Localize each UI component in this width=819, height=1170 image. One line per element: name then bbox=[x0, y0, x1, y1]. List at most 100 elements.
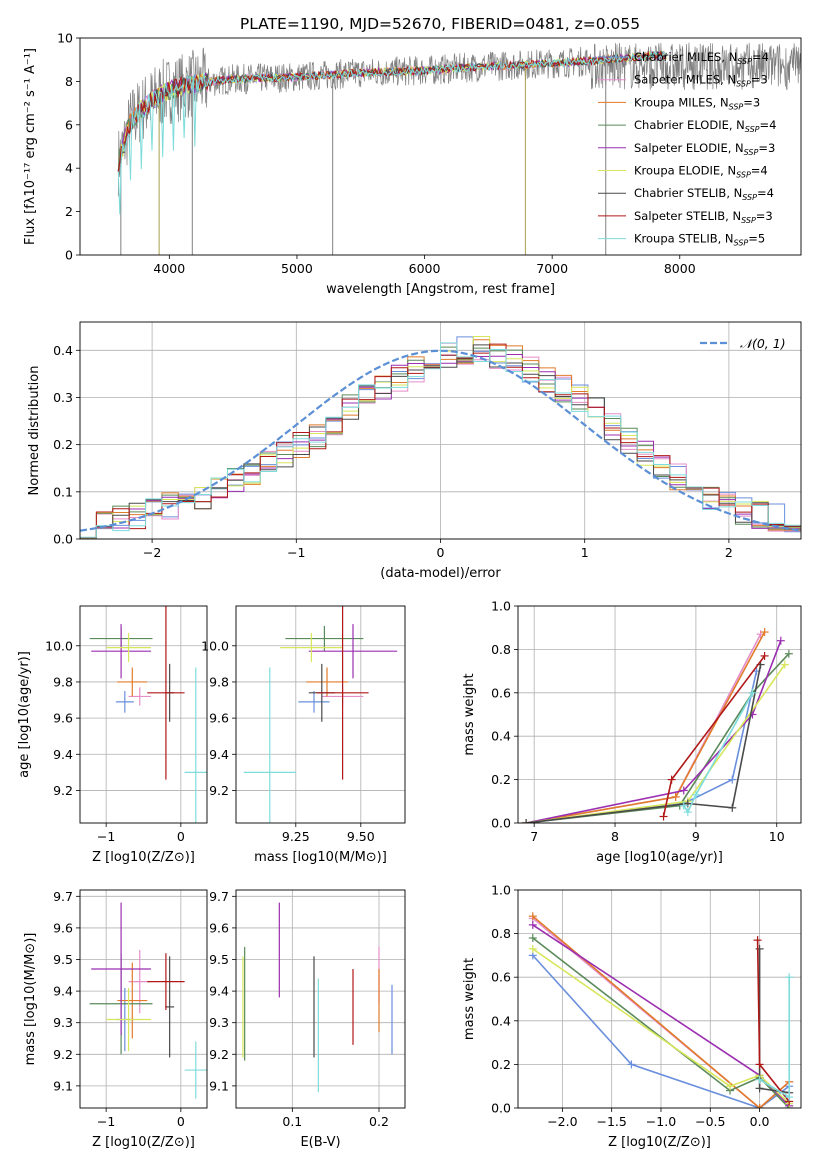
y-tick-label: 0.4 bbox=[53, 343, 73, 358]
panel-age-vs-Z: −1 0 9.2 9.4 9.6 9.8 10.0 Z [log10(Z/Z⊙)] age [l… bbox=[17, 605, 208, 865]
series-marker bbox=[755, 1104, 764, 1108]
legend-entry: Kroupa STELIB, NSSP=5 bbox=[634, 232, 765, 248]
series-marker bbox=[748, 688, 757, 697]
legend-entry: 𝒩(0, 1) bbox=[740, 336, 786, 351]
x-tick-label: 9.25 bbox=[282, 829, 310, 844]
series-line bbox=[532, 954, 790, 1108]
grid bbox=[236, 606, 405, 823]
series-line bbox=[532, 948, 790, 1105]
errorbar-point bbox=[243, 667, 296, 823]
y-tick-label: 0.8 bbox=[491, 642, 511, 657]
plot-area bbox=[522, 628, 793, 823]
series-line bbox=[683, 692, 754, 814]
series-marker bbox=[784, 649, 793, 658]
y-tick-label: 9.2 bbox=[53, 783, 73, 798]
grid bbox=[80, 606, 207, 823]
y-tick-label: 0.3 bbox=[53, 390, 73, 405]
y-axis-label: Normed distribution bbox=[27, 366, 42, 496]
series-marker bbox=[785, 973, 794, 982]
x-tick-label: 4000 bbox=[153, 261, 185, 276]
x-tick-label: −2 bbox=[143, 545, 161, 560]
legend: Chabrier MILES, NSSP=4 Salpeter MILES, NS… bbox=[598, 50, 776, 248]
x-tick-label: 0.2 bbox=[369, 1114, 389, 1129]
series-line bbox=[526, 664, 762, 823]
y-tick-label: 2 bbox=[65, 204, 73, 219]
panel-residuals: −2 −1 0 1 2 0.0 0.1 0.2 0.3 0.4 (data-model)/error… bbox=[27, 321, 802, 581]
series-marker bbox=[760, 628, 769, 637]
axes-frame bbox=[235, 889, 406, 1109]
y-tick-label: 0.6 bbox=[491, 970, 511, 985]
errorbar-point bbox=[117, 667, 148, 697]
series-marker bbox=[522, 819, 531, 823]
x-tick-label: 2 bbox=[725, 545, 733, 560]
errorbar-point bbox=[165, 956, 175, 1058]
errorbar-point bbox=[306, 667, 348, 697]
series-marker bbox=[728, 775, 737, 784]
x-axis-label: wavelength [Angstrom, rest frame] bbox=[326, 282, 555, 297]
y-tick-label: 9.1 bbox=[209, 1078, 229, 1093]
errorbar-point bbox=[316, 606, 369, 780]
series-marker bbox=[528, 933, 537, 942]
y-tick-label: 0.8 bbox=[491, 926, 511, 941]
series-marker bbox=[528, 920, 537, 929]
series-marker bbox=[755, 1084, 764, 1093]
errorbar-point bbox=[106, 633, 151, 663]
errorbar-point bbox=[115, 690, 134, 713]
y-tick-label: 1.0 bbox=[491, 599, 511, 614]
y-tick-label: 0.4 bbox=[491, 729, 511, 744]
errorbar-point bbox=[147, 606, 185, 780]
series-marker bbox=[755, 944, 764, 953]
x-tick-label: 8000 bbox=[664, 261, 696, 276]
axes-frame bbox=[235, 605, 406, 824]
y-axis-label: Flux [fλ10⁻¹⁷ erg cm⁻² s⁻¹ A⁻¹] bbox=[23, 48, 38, 245]
legend-entry: Salpeter MILES, NSSP=3 bbox=[634, 73, 768, 89]
y-tick-label: 0.6 bbox=[491, 685, 511, 700]
x-tick-label: 10 bbox=[769, 829, 785, 844]
series-marker bbox=[528, 944, 537, 953]
x-tick-label: −1.5 bbox=[596, 1114, 626, 1129]
y-tick-label: 9.7 bbox=[209, 889, 229, 904]
y-tick-label: 9.6 bbox=[53, 711, 73, 726]
x-tick-label: −2.0 bbox=[547, 1114, 577, 1129]
y-axis-label: mass [log10(M/M⊙)] bbox=[23, 933, 38, 1066]
normal-curve bbox=[80, 349, 801, 532]
x-tick-label: 8 bbox=[611, 829, 619, 844]
series-marker bbox=[728, 803, 737, 812]
y-tick-label: 9.1 bbox=[53, 1078, 73, 1093]
series-marker bbox=[726, 1082, 735, 1091]
x-tick-label: 9 bbox=[692, 829, 700, 844]
x-tick-label: 6000 bbox=[409, 261, 441, 276]
series-marker bbox=[755, 1075, 764, 1084]
y-tick-label: 9.4 bbox=[53, 747, 73, 762]
y-tick-label: 0 bbox=[65, 248, 73, 263]
series-marker bbox=[785, 1093, 794, 1102]
plot-area bbox=[528, 912, 794, 1108]
y-tick-label: 9.6 bbox=[209, 920, 229, 935]
errorbar-point bbox=[184, 667, 207, 823]
series-marker bbox=[683, 808, 692, 817]
series-marker bbox=[679, 786, 688, 795]
y-tick-label: 9.6 bbox=[209, 711, 229, 726]
series-marker bbox=[659, 812, 668, 821]
errorbar-point bbox=[91, 624, 151, 679]
plot-area bbox=[242, 902, 393, 1093]
series-line bbox=[525, 640, 782, 823]
x-axis-label: E(B-V) bbox=[300, 1135, 340, 1150]
y-tick-label: 10 bbox=[57, 31, 73, 46]
y-tick-label: 9.8 bbox=[53, 674, 73, 689]
series-marker bbox=[780, 660, 789, 669]
legend-entry: Salpeter ELODIE, NSSP=3 bbox=[634, 141, 775, 157]
y-tick-label: 10.0 bbox=[45, 638, 73, 653]
errorbar-point bbox=[106, 987, 151, 1052]
y-tick-label: 1.0 bbox=[491, 883, 511, 898]
y-tick-label: 6 bbox=[65, 117, 73, 132]
series-marker bbox=[667, 775, 676, 784]
axes-frame bbox=[79, 37, 802, 256]
y-tick-label: 4 bbox=[65, 161, 73, 176]
x-axis-label: Z [log10(Z/Z⊙)] bbox=[608, 1135, 711, 1150]
panel-massweight-vs-age: 7 8 9 10 0.0 0.2 0.4 0.6 0.8 1.0 age [log10(age/yr… bbox=[462, 599, 802, 865]
y-tick-label: 9.5 bbox=[209, 952, 229, 967]
axes-frame bbox=[79, 605, 208, 824]
legend-entry: Kroupa MILES, NSSP=3 bbox=[634, 95, 760, 111]
